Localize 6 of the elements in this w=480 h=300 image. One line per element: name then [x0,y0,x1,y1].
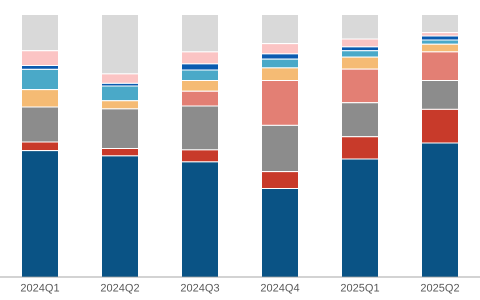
x-tick-label: 2024Q4 [260,282,300,294]
x-tick-label: 2024Q3 [180,282,220,294]
x-tick-label: 2025Q1 [340,282,380,294]
x-tick-label: 2025Q2 [420,282,460,294]
x-tick-label: 2024Q2 [100,282,140,294]
x-tick-label: 2024Q1 [20,282,60,294]
